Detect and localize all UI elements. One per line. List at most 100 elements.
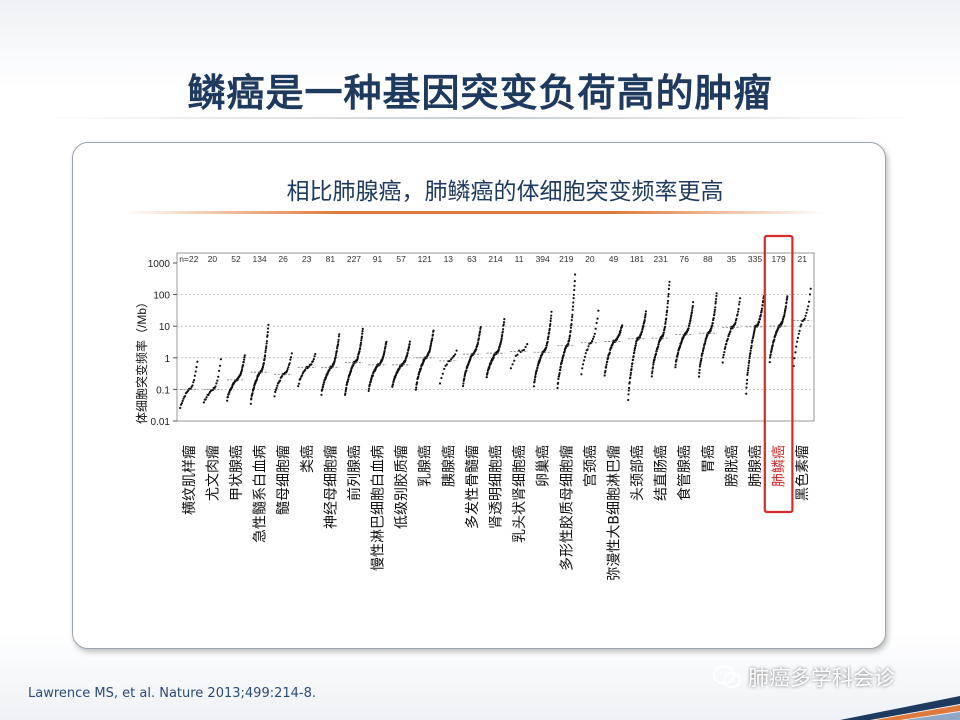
sample-point (691, 309, 694, 312)
sample-point (427, 353, 430, 356)
sample-point (193, 379, 196, 382)
chart-subtitle: 相比肺腺癌，肺鳞癌的体细胞突变频率更高 (286, 179, 724, 205)
sample-point (644, 310, 648, 313)
y-tick-label: 1 (164, 354, 170, 365)
sample-point (479, 326, 482, 329)
sample-point (243, 358, 246, 361)
sample-point (668, 280, 671, 283)
sample-point (604, 369, 607, 373)
sample-point (805, 311, 808, 314)
sample-point (344, 389, 347, 393)
sample-size-label: 35 (727, 254, 737, 264)
y-tick-label: 0.01 (151, 417, 171, 428)
sample-point (359, 343, 362, 346)
x-tick-label: 乳腺癌 (418, 445, 434, 487)
sample-point (310, 363, 313, 366)
sample-point (570, 319, 573, 322)
sample-point (729, 330, 732, 333)
sample-point (727, 335, 730, 338)
sample-point (739, 297, 742, 300)
sample-size-label: 134 (252, 254, 266, 264)
sample-point (443, 367, 446, 370)
sample-point (556, 386, 559, 390)
sample-point (570, 323, 573, 326)
sample-point (448, 359, 451, 363)
sample-point (267, 323, 270, 326)
sample-point (264, 351, 267, 354)
sample-point (360, 339, 363, 342)
sample-point (242, 364, 245, 367)
sample-point (548, 331, 551, 334)
sample-point (761, 304, 764, 307)
sample-point (497, 348, 500, 351)
sample-point (784, 308, 787, 311)
sample-point (746, 378, 749, 382)
sample-point (794, 351, 797, 354)
sample-point (736, 313, 739, 316)
sample-point (395, 373, 398, 376)
sample-point (758, 321, 761, 324)
sample-point (651, 372, 654, 375)
sample-point (679, 344, 682, 347)
sample-point (657, 345, 660, 348)
sample-point (361, 330, 364, 333)
sample-point (652, 363, 655, 366)
sample-point (502, 321, 506, 324)
sample-point (492, 356, 495, 359)
sample-point (274, 388, 277, 391)
x-tick-label: 宫颈癌 (583, 445, 599, 487)
sample-point (452, 354, 455, 358)
sample-point (502, 323, 505, 326)
sample-point (595, 321, 598, 325)
sample-point (654, 355, 657, 359)
sample-point (665, 313, 668, 316)
sample-point (619, 329, 622, 332)
sample-point (750, 344, 753, 347)
sample-point (797, 332, 800, 335)
sample-size-label: 23 (302, 254, 312, 264)
sample-point (610, 346, 613, 349)
sample-point (476, 341, 480, 344)
sample-point (417, 375, 420, 378)
sample-point (251, 392, 254, 395)
sample-point (633, 349, 636, 352)
sample-point (807, 300, 811, 303)
sample-point (786, 297, 789, 300)
sample-point (691, 304, 694, 308)
sample-point (629, 376, 632, 379)
sample-point (698, 371, 701, 374)
x-tick-label: 类癌 (300, 445, 316, 473)
sample-point (640, 333, 643, 336)
sample-point (750, 341, 754, 344)
sample-point (501, 330, 504, 333)
sample-point (809, 287, 812, 290)
sample-point (631, 358, 635, 361)
sample-point (751, 339, 754, 342)
sample-point (702, 348, 705, 352)
sample-point (548, 324, 552, 328)
sample-point (666, 299, 670, 303)
sample-point (275, 386, 278, 390)
sample-point (745, 392, 748, 395)
sample-point (438, 382, 442, 385)
sample-point (432, 329, 435, 332)
sample-point (667, 287, 671, 290)
sample-point (462, 382, 465, 385)
sample-point (334, 356, 337, 359)
sample-point (571, 308, 574, 311)
sample-point (408, 343, 411, 346)
sample-point (662, 331, 665, 334)
sample-point (628, 386, 631, 390)
sample-point (773, 338, 776, 341)
x-tick-label: 神经母细胞瘤 (322, 445, 339, 529)
y-gridlines (177, 294, 814, 390)
sample-point (214, 385, 217, 388)
sample-point (603, 374, 606, 377)
sample-size-label: 394 (536, 254, 550, 264)
sample-point (747, 361, 751, 364)
sample-point (502, 328, 505, 331)
sample-size-label: 49 (609, 254, 619, 264)
sample-point (572, 293, 576, 296)
sample-point (297, 382, 301, 385)
x-tick-label: 髓母细胞瘤 (275, 445, 292, 515)
